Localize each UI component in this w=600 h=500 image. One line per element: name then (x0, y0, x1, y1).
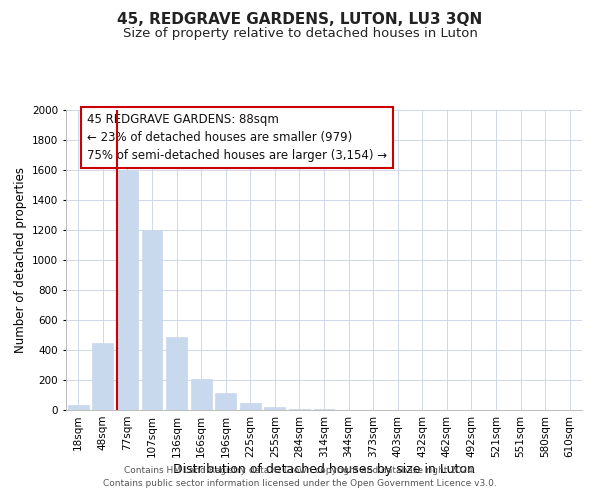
Bar (289, 408, 310, 410)
Text: 45 REDGRAVE GARDENS: 88sqm
← 23% of detached houses are smaller (979)
75% of sem: 45 REDGRAVE GARDENS: 88sqm ← 23% of deta… (86, 113, 387, 162)
Text: Contains HM Land Registry data © Crown copyright and database right 2024.
Contai: Contains HM Land Registry data © Crown c… (103, 466, 497, 487)
X-axis label: Distribution of detached houses by size in Luton: Distribution of detached houses by size … (173, 462, 475, 475)
Bar (142, 230, 163, 410)
Bar (68, 405, 89, 410)
Bar (314, 409, 334, 410)
Bar (166, 336, 187, 410)
Bar (215, 393, 236, 410)
Bar (191, 378, 212, 410)
Bar (265, 407, 286, 410)
Bar (117, 170, 138, 410)
Bar (240, 403, 261, 410)
Y-axis label: Number of detached properties: Number of detached properties (14, 167, 26, 353)
Text: Size of property relative to detached houses in Luton: Size of property relative to detached ho… (122, 28, 478, 40)
Text: 45, REDGRAVE GARDENS, LUTON, LU3 3QN: 45, REDGRAVE GARDENS, LUTON, LU3 3QN (118, 12, 482, 28)
Bar (92, 342, 113, 410)
